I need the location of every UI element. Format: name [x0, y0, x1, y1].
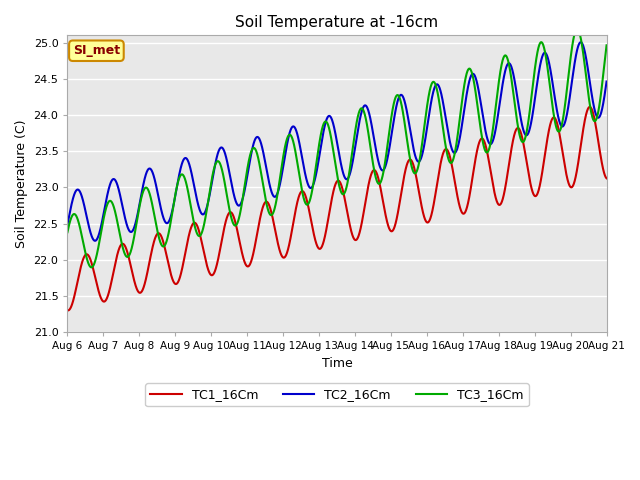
- TC2_16Cm: [63, 221, 71, 227]
- TC2_16Cm: [247, 154, 255, 159]
- TC3_16Cm: [573, 26, 581, 32]
- TC3_16Cm: [247, 150, 255, 156]
- Legend: TC1_16Cm, TC2_16Cm, TC3_16Cm: TC1_16Cm, TC2_16Cm, TC3_16Cm: [145, 383, 529, 406]
- TC2_16Cm: [573, 47, 581, 52]
- TC1_16Cm: [63, 307, 71, 313]
- TC3_16Cm: [580, 57, 588, 62]
- TC1_16Cm: [603, 175, 611, 181]
- TC3_16Cm: [88, 264, 95, 270]
- Line: TC2_16Cm: TC2_16Cm: [67, 42, 607, 241]
- Text: SI_met: SI_met: [73, 44, 120, 57]
- TC2_16Cm: [580, 46, 588, 51]
- Line: TC3_16Cm: TC3_16Cm: [67, 29, 607, 267]
- TC2_16Cm: [577, 39, 584, 45]
- Line: TC1_16Cm: TC1_16Cm: [67, 107, 607, 311]
- Title: Soil Temperature at -16cm: Soil Temperature at -16cm: [236, 15, 438, 30]
- TC1_16Cm: [64, 308, 72, 313]
- TC2_16Cm: [473, 79, 481, 84]
- TC3_16Cm: [603, 42, 611, 48]
- TC3_16Cm: [573, 26, 581, 32]
- TC3_16Cm: [473, 98, 481, 104]
- TC1_16Cm: [473, 149, 481, 155]
- TC2_16Cm: [603, 79, 611, 84]
- TC2_16Cm: [319, 133, 326, 139]
- TC1_16Cm: [580, 122, 588, 128]
- TC2_16Cm: [458, 125, 465, 131]
- TC1_16Cm: [573, 166, 581, 171]
- TC3_16Cm: [63, 229, 71, 235]
- Y-axis label: Soil Temperature (C): Soil Temperature (C): [15, 120, 28, 248]
- TC1_16Cm: [319, 242, 326, 248]
- TC1_16Cm: [458, 209, 465, 215]
- TC1_16Cm: [586, 104, 593, 110]
- X-axis label: Time: Time: [322, 357, 353, 370]
- TC3_16Cm: [319, 124, 326, 130]
- TC2_16Cm: [91, 238, 99, 244]
- TC1_16Cm: [247, 260, 255, 265]
- TC3_16Cm: [458, 101, 465, 107]
